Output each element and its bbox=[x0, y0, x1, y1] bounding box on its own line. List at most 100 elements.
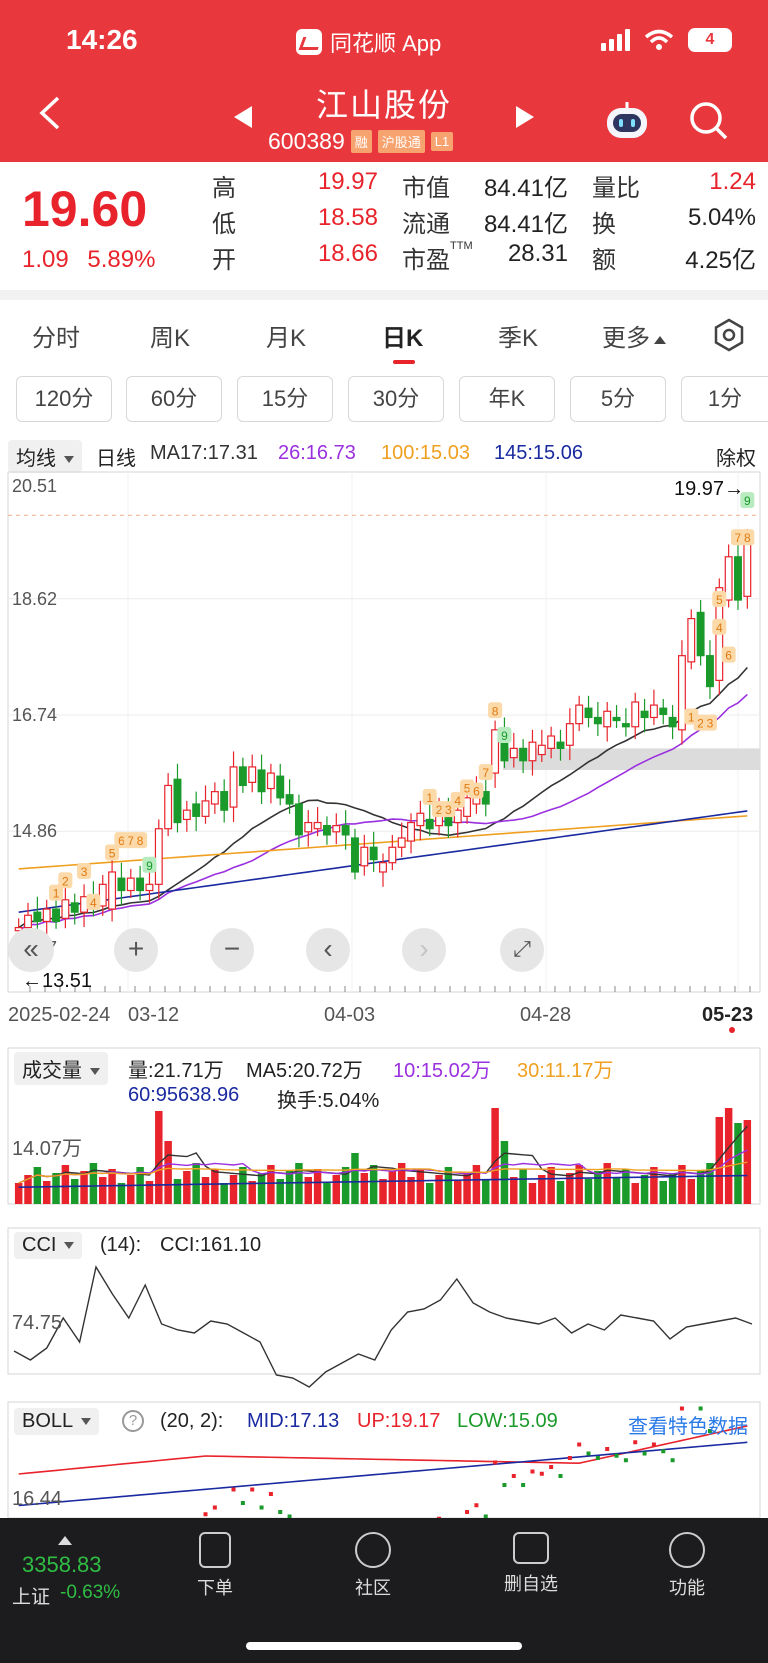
caret-up-icon bbox=[654, 335, 666, 344]
volume-bar bbox=[696, 1171, 705, 1204]
candle-body bbox=[173, 778, 182, 824]
volume-bar bbox=[323, 1183, 331, 1204]
candle-body bbox=[734, 556, 742, 601]
collapse-left-button[interactable]: « bbox=[8, 928, 54, 972]
cci-polyline bbox=[13, 1265, 753, 1388]
chart-settings-icon[interactable] bbox=[712, 318, 746, 352]
chip-60min[interactable]: 60分 bbox=[126, 376, 222, 422]
chip-120min[interactable]: 120分 bbox=[16, 376, 112, 422]
candle-body bbox=[108, 871, 117, 910]
tab-quarterly[interactable]: 季K bbox=[498, 325, 539, 352]
adjust-toggle[interactable]: 除权 bbox=[716, 448, 756, 470]
volume-bar bbox=[33, 1167, 42, 1204]
status-icons: 4 bbox=[601, 28, 732, 52]
high-label: 高 bbox=[212, 175, 236, 202]
tab-intraday[interactable]: 分时 bbox=[32, 325, 80, 352]
td-badge bbox=[142, 856, 157, 873]
robot-assistant-icon[interactable] bbox=[604, 100, 650, 140]
volume-bar bbox=[640, 1175, 649, 1204]
tab-weekly[interactable]: 周K bbox=[150, 325, 191, 352]
boll-candle bbox=[493, 1460, 498, 1465]
volume-bar bbox=[453, 1181, 462, 1204]
boll-axis-label: 16.44 bbox=[12, 1488, 63, 1510]
date-label: 04-03 bbox=[324, 1004, 376, 1026]
chip-1min[interactable]: 1分 bbox=[681, 376, 768, 422]
index-value[interactable]: 3358.83 bbox=[22, 1552, 102, 1577]
td-badge-label: 4 bbox=[454, 794, 461, 808]
vol-ma10-line bbox=[18, 1149, 748, 1184]
chip-30min[interactable]: 30分 bbox=[348, 376, 444, 422]
boll-candle bbox=[240, 1501, 245, 1505]
candle-body bbox=[304, 821, 313, 833]
date-label: 03-12 bbox=[128, 1004, 180, 1026]
candles bbox=[14, 528, 752, 939]
pe-value: 28.31 bbox=[507, 240, 568, 267]
scroll-right-button[interactable]: › bbox=[402, 928, 446, 972]
candle-body bbox=[603, 710, 612, 728]
boll-candle bbox=[595, 1456, 600, 1460]
nav-remove-watchlist[interactable]: 删自选 bbox=[486, 1532, 576, 1596]
community-icon bbox=[355, 1532, 391, 1568]
volume-bar bbox=[584, 1179, 593, 1204]
tab-more[interactable]: 更多 bbox=[602, 318, 666, 353]
vol-ma60-line bbox=[18, 1174, 748, 1188]
td-badge-label: 7 bbox=[482, 766, 489, 780]
turnover-value: 5.04% bbox=[687, 204, 756, 231]
nav-order[interactable]: 下单 bbox=[170, 1532, 260, 1600]
td-badge bbox=[77, 862, 92, 879]
next-stock-arrow-icon[interactable] bbox=[516, 106, 534, 128]
volume-bar bbox=[369, 1165, 378, 1204]
boll-candle bbox=[278, 1510, 283, 1514]
td-badge-label: 1 bbox=[53, 887, 60, 901]
chip-5min[interactable]: 5分 bbox=[570, 376, 666, 422]
volume-bar bbox=[14, 1183, 23, 1204]
candle-body bbox=[509, 747, 518, 759]
candle-body bbox=[42, 908, 51, 923]
zoom-out-button[interactable]: − bbox=[210, 928, 254, 972]
ma-selector[interactable]: 均线 bbox=[8, 440, 82, 473]
volume-bar bbox=[183, 1171, 191, 1204]
volume-bar bbox=[678, 1165, 686, 1204]
nav-functions[interactable]: 功能 bbox=[642, 1532, 732, 1600]
tab-monthly[interactable]: 月K bbox=[266, 325, 307, 352]
candle-body bbox=[724, 556, 733, 601]
prev-stock-arrow-icon[interactable] bbox=[234, 106, 252, 128]
volume-bar bbox=[360, 1173, 369, 1204]
td-badge-label: 2 bbox=[62, 874, 69, 888]
candle-body bbox=[276, 775, 285, 799]
fullscreen-button[interactable]: ⤢ bbox=[500, 928, 544, 972]
candle-body bbox=[668, 716, 677, 728]
minute-chips: 120分 60分 15分 30分 年K 5分 1分 bbox=[0, 376, 768, 426]
volume-bar bbox=[575, 1165, 583, 1204]
special-data-link[interactable]: 查看特色数据 bbox=[628, 1416, 748, 1438]
help-icon[interactable]: ? bbox=[122, 1410, 144, 1432]
chip-15min[interactable]: 15分 bbox=[237, 376, 333, 422]
boll-candle bbox=[530, 1469, 535, 1474]
nav-community[interactable]: 社区 bbox=[328, 1532, 418, 1600]
boll-candle bbox=[521, 1483, 526, 1487]
vol-value: 量:21.71万 bbox=[128, 1060, 224, 1082]
price-change: 1.09 5.89% bbox=[22, 246, 155, 274]
cci-axis-label: 74.75 bbox=[12, 1312, 63, 1334]
td-badge bbox=[133, 832, 148, 849]
volume-selector[interactable]: 成交量 bbox=[14, 1052, 108, 1085]
scroll-left-button[interactable]: ‹ bbox=[306, 928, 350, 972]
section-divider bbox=[0, 290, 768, 300]
td-badge-label: 6 bbox=[725, 649, 732, 663]
candle-body bbox=[677, 655, 686, 731]
nav-order-label: 下单 bbox=[197, 1578, 233, 1598]
back-icon[interactable] bbox=[34, 96, 68, 130]
expand-up-icon[interactable] bbox=[58, 1536, 72, 1545]
chip-yearly[interactable]: 年K bbox=[459, 376, 555, 422]
stock-code: 600389 bbox=[268, 128, 345, 154]
cci-selector[interactable]: CCI bbox=[14, 1232, 83, 1259]
boll-selector[interactable]: BOLL bbox=[14, 1408, 100, 1435]
zoom-in-button[interactable]: + bbox=[114, 928, 158, 972]
candle-body bbox=[687, 617, 696, 663]
td-badge-label: 6 bbox=[473, 785, 480, 799]
nav-functions-label: 功能 bbox=[669, 1578, 705, 1598]
search-icon[interactable] bbox=[688, 100, 728, 140]
volume-bar bbox=[463, 1173, 471, 1204]
tab-daily[interactable]: 日K bbox=[382, 325, 424, 352]
